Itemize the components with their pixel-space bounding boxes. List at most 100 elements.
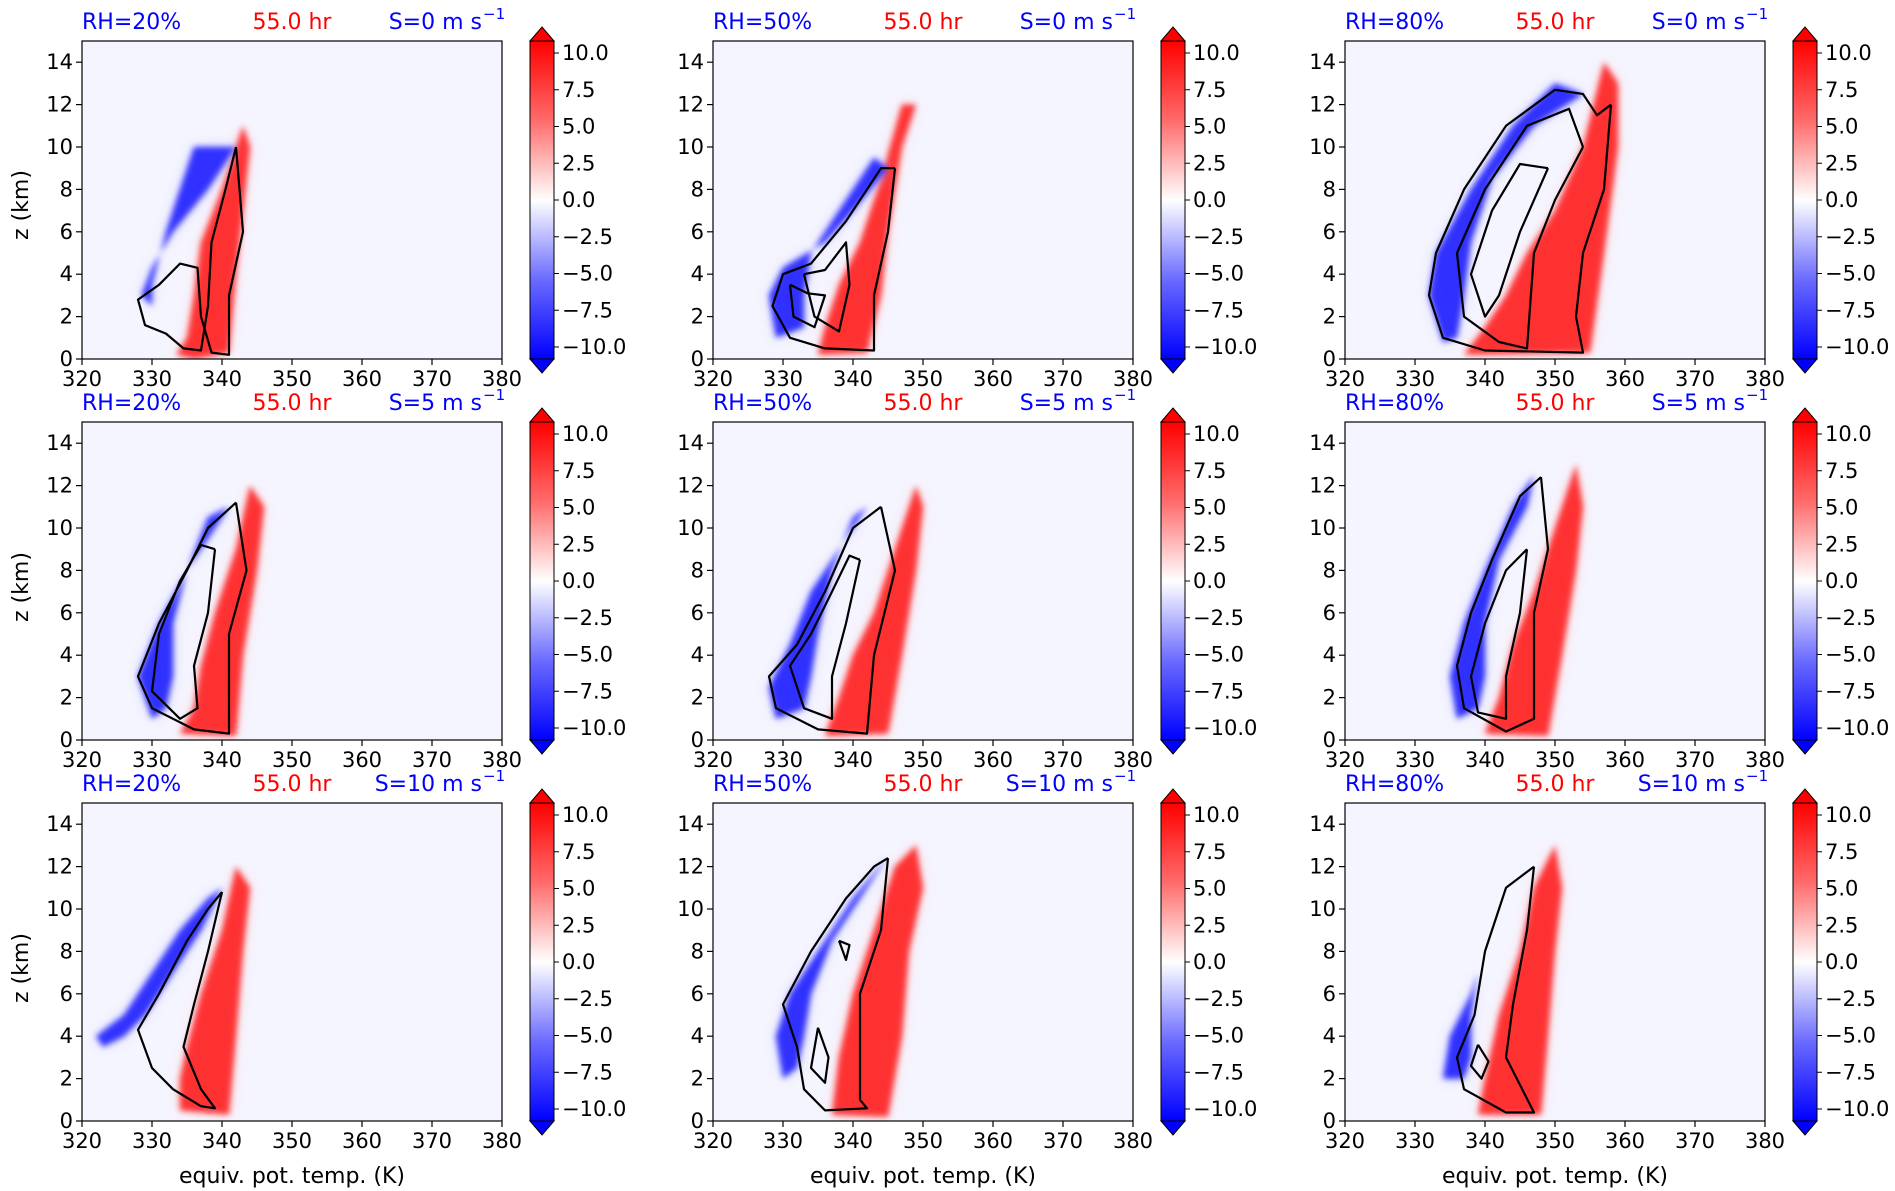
x-tick-label: 320 — [62, 1129, 102, 1153]
ylabels: z (km) z (km) z (km) — [9, 170, 34, 1003]
title-rh: RH=20% — [82, 391, 181, 416]
colorbar-tick-label: −7.5 — [562, 1060, 613, 1084]
title-rh: RH=20% — [82, 772, 181, 797]
x-tick-label: 380 — [1113, 367, 1153, 391]
title-shear-exponent: −1 — [1114, 767, 1136, 785]
y-tick-label: 6 — [60, 601, 73, 625]
x-tick-label: 330 — [1395, 748, 1435, 772]
colorbar-extend-max — [528, 407, 556, 423]
y-tick-label: 10 — [46, 897, 73, 921]
y-tick-label: 14 — [1309, 812, 1336, 836]
y-tick-label: 14 — [1309, 50, 1336, 74]
y-tick-label: 0 — [60, 1109, 73, 1133]
x-tick-label: 360 — [1605, 748, 1645, 772]
y-tick-label: 14 — [46, 812, 73, 836]
colorbar-tick-label: −7.5 — [1825, 679, 1876, 703]
contour-line-2 — [788, 554, 862, 720]
title-time: 55.0 hr — [884, 10, 964, 35]
y-tick-label: 6 — [691, 982, 704, 1006]
x-tick-label: 350 — [1535, 367, 1575, 391]
colorbar-tick-label: −2.5 — [562, 225, 613, 249]
colorbar-extend-min — [528, 358, 556, 374]
colorbar-tick-label: 5.0 — [562, 496, 595, 520]
x-tick-label: 340 — [833, 748, 873, 772]
colorbar-tick-label: 2.5 — [1825, 913, 1858, 937]
colorbar-tick-label: −5.0 — [562, 643, 613, 667]
colorbar-tick-label: 10.0 — [1193, 422, 1240, 446]
colorbar-tick-label: 0.0 — [1193, 950, 1226, 974]
x-axis-label-col-2: equiv. pot. temp. (K) — [810, 1164, 1036, 1189]
colorbar-tick-label: 0.0 — [562, 950, 595, 974]
colorbar-tick-label: 0.0 — [562, 188, 595, 212]
panel-6: 320 330 340 350 360 370 380 0 2 4 6 8 10 12 14 RH=80% 55… — [1309, 386, 1889, 772]
colorbar-extend-max — [528, 788, 556, 804]
y-tick-label: 12 — [677, 93, 704, 117]
x-tick-label: 330 — [132, 748, 172, 772]
title-shear-exponent: −1 — [483, 767, 505, 785]
title-shear-exponent: −1 — [1746, 767, 1768, 785]
x-tick-label: 380 — [1745, 1129, 1785, 1153]
colorbar-extend-max — [1791, 407, 1819, 423]
x-tick-label: 380 — [1113, 748, 1153, 772]
colorbar-tick-label: −5.0 — [562, 1024, 613, 1048]
y-tick-label: 4 — [691, 643, 704, 667]
colorbar-tick-label: −2.5 — [562, 987, 613, 1011]
title-time: 55.0 hr — [253, 10, 333, 35]
x-tick-label: 330 — [132, 1129, 172, 1153]
y-tick-label: 12 — [46, 93, 73, 117]
colorbar-tick-label: 5.0 — [1825, 496, 1858, 520]
x-tick-label: 320 — [1325, 748, 1365, 772]
panel-4: 320 330 340 350 360 370 380 0 2 4 6 8 10 12 14 RH=20% 55… — [46, 386, 626, 772]
y-tick-label: 2 — [1323, 686, 1336, 710]
x-tick-label: 330 — [763, 748, 803, 772]
y-tick-label: 0 — [1323, 728, 1336, 752]
title-rh: RH=50% — [713, 10, 812, 35]
colorbar-tick-label: 0.0 — [562, 569, 595, 593]
contour-line-2 — [150, 543, 217, 720]
title-time: 55.0 hr — [1516, 391, 1596, 416]
y-tick-label: 2 — [691, 305, 704, 329]
colorbar — [1160, 802, 1186, 1122]
y-tick-label: 6 — [1323, 982, 1336, 1006]
y-axis-label-row-1: z (km) — [9, 170, 34, 240]
y-tick-label: 10 — [46, 135, 73, 159]
x-tick-label: 320 — [693, 748, 733, 772]
colorbar-tick-label: −2.5 — [1193, 606, 1244, 630]
colorbar-tick-label: 0.0 — [1193, 188, 1226, 212]
title-shear: S=10 m s — [375, 772, 482, 797]
colorbar-tick-label: −7.5 — [562, 298, 613, 322]
y-tick-label: 6 — [691, 220, 704, 244]
panel-1: 320 330 340 350 360 370 380 0 2 4 6 8 10 12 14 RH=20% 55… — [46, 5, 626, 391]
panel-8: 320 330 340 350 360 370 380 0 2 4 6 8 10 12 14 RH=50% 55… — [677, 767, 1257, 1153]
x-tick-label: 360 — [1605, 1129, 1645, 1153]
colorbar — [1160, 40, 1186, 360]
y-tick-label: 4 — [691, 1024, 704, 1048]
colorbar-tick-label: 10.0 — [562, 803, 609, 827]
colorbar-tick-label: 10.0 — [562, 41, 609, 65]
y-tick-label: 6 — [60, 220, 73, 244]
y-tick-label: 14 — [1309, 431, 1336, 455]
negative-band — [1429, 83, 1583, 343]
colorbar — [529, 421, 555, 741]
title-time: 55.0 hr — [1516, 772, 1596, 797]
y-tick-label: 2 — [60, 305, 73, 329]
colorbar-extend-min — [1159, 358, 1187, 374]
x-tick-label: 360 — [1605, 367, 1645, 391]
colorbar-tick-label: −2.5 — [1825, 987, 1876, 1011]
title-rh: RH=80% — [1345, 772, 1444, 797]
y-tick-label: 2 — [691, 686, 704, 710]
title-shear: S=5 m s — [1020, 391, 1113, 416]
y-tick-label: 12 — [1309, 93, 1336, 117]
x-tick-label: 350 — [903, 748, 943, 772]
title-shear-exponent: −1 — [483, 5, 505, 23]
y-tick-label: 4 — [60, 262, 73, 286]
colorbar-tick-label: 5.0 — [1825, 877, 1858, 901]
colorbar-tick-label: 2.5 — [562, 151, 595, 175]
title-rh: RH=80% — [1345, 391, 1444, 416]
colorbar — [1160, 421, 1186, 741]
x-tick-label: 340 — [202, 1129, 242, 1153]
colorbar — [529, 802, 555, 1122]
y-tick-label: 8 — [60, 558, 73, 582]
colorbar-tick-label: 10.0 — [1825, 41, 1872, 65]
